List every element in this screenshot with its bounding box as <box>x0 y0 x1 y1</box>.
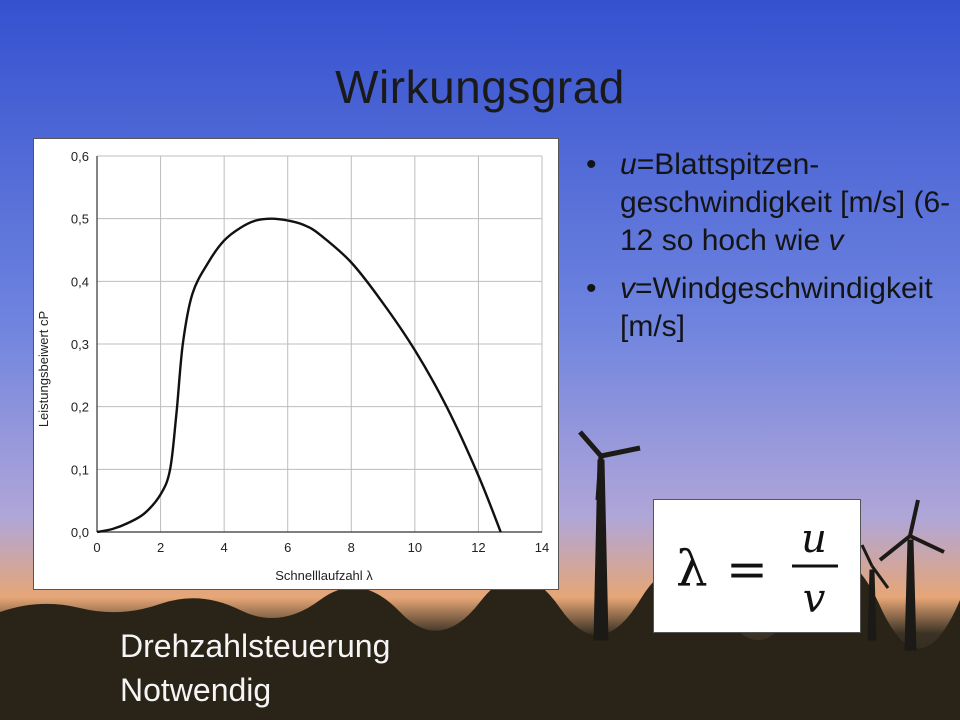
y-tick-label: 0,1 <box>71 462 89 477</box>
formula-equals: = <box>726 540 768 598</box>
y-tick-label: 0,6 <box>71 149 89 164</box>
bullet-variable: v <box>620 272 635 305</box>
wind-turbine-small <box>860 544 890 641</box>
footer-line: Notwendig <box>120 672 272 708</box>
x-tick-label: 4 <box>221 540 228 555</box>
x-tick-label: 2 <box>157 540 164 555</box>
footer-line: Drehzahlsteuerung <box>120 628 391 664</box>
x-tick-label: 8 <box>348 540 355 555</box>
x-tick-label: 6 <box>284 540 291 555</box>
formula-panel: λ = u v <box>653 499 861 633</box>
y-tick-label: 0,2 <box>71 400 89 415</box>
formula-lambda: λ <box>676 540 708 598</box>
bullet-text: =Blattspitzen-geschwindigkeit [m/s] (6-1… <box>620 148 951 257</box>
formula-denominator: v <box>803 576 826 622</box>
y-tick-label: 0,5 <box>71 212 89 227</box>
x-tick-label: 12 <box>471 540 485 555</box>
tip-speed-ratio-formula: λ = u v <box>676 516 838 622</box>
x-tick-labels: 0 2 4 6 8 10 12 14 <box>93 540 549 555</box>
cp-curve <box>96 217 502 534</box>
bullet-variable: v <box>828 224 844 257</box>
wind-turbine-right <box>878 499 945 651</box>
y-tick-label: 0,4 <box>71 274 89 289</box>
slide-title: Wirkungsgrad <box>335 61 625 113</box>
y-axis-label: Leistungsbeiwert cP <box>36 311 51 427</box>
bullet-text: =Windgeschwindigkeit [m/s] <box>620 272 933 343</box>
power-coefficient-chart: 0 2 4 6 8 10 12 14 0,0 0,1 0,2 0,3 0,4 0,5 0,6 Schnel… <box>36 149 549 583</box>
formula-numerator: u <box>801 516 827 562</box>
x-axis-label: Schnelllaufzahl λ <box>275 568 373 583</box>
x-tick-label: 0 <box>93 540 100 555</box>
chart-axes <box>96 156 542 533</box>
y-tick-label: 0,0 <box>71 525 89 540</box>
chart-panel: 0 2 4 6 8 10 12 14 0,0 0,1 0,2 0,3 0,4 0,5 0,6 Schnel… <box>33 138 559 590</box>
bullet-variable: u <box>620 148 637 181</box>
y-tick-labels: 0,0 0,1 0,2 0,3 0,4 0,5 0,6 <box>71 149 89 540</box>
bullet-item: v=Windgeschwindigkeit [m/s] <box>586 270 956 346</box>
bullet-item: u=Blattspitzen-geschwindigkeit [m/s] (6-… <box>586 146 956 260</box>
tree-line <box>0 559 960 720</box>
x-tick-label: 14 <box>535 540 549 555</box>
x-tick-label: 10 <box>408 540 422 555</box>
wind-turbine-large <box>578 430 641 641</box>
y-tick-label: 0,3 <box>71 337 89 352</box>
footer-note: Drehzahlsteuerung Notwendig <box>120 624 540 712</box>
bullet-list: u=Blattspitzen-geschwindigkeit [m/s] (6-… <box>586 146 956 356</box>
chart-grid <box>96 155 543 533</box>
